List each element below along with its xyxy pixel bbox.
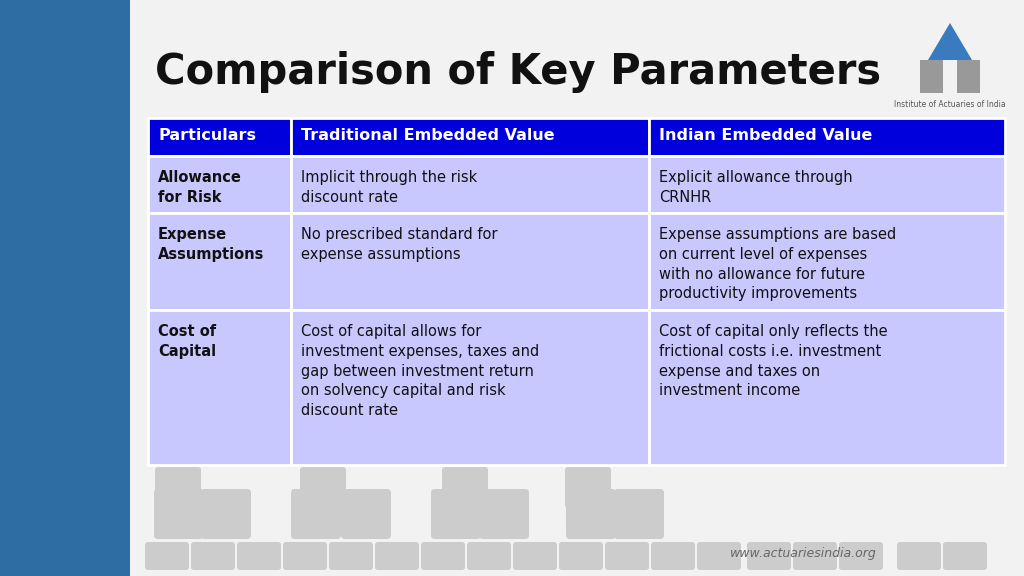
FancyBboxPatch shape <box>431 489 481 539</box>
Bar <box>148 310 291 465</box>
FancyBboxPatch shape <box>897 542 941 570</box>
FancyBboxPatch shape <box>943 542 987 570</box>
FancyBboxPatch shape <box>651 542 695 570</box>
FancyBboxPatch shape <box>154 489 204 539</box>
Bar <box>649 213 1005 310</box>
Text: Allowance
for Risk: Allowance for Risk <box>158 170 242 205</box>
FancyBboxPatch shape <box>291 489 341 539</box>
Text: No prescribed standard for
expense assumptions: No prescribed standard for expense assum… <box>301 227 498 262</box>
Bar <box>0 0 130 576</box>
FancyBboxPatch shape <box>467 542 511 570</box>
Bar <box>649 310 1005 465</box>
FancyBboxPatch shape <box>375 542 419 570</box>
FancyBboxPatch shape <box>793 542 837 570</box>
FancyBboxPatch shape <box>839 542 883 570</box>
Bar <box>943 60 957 82</box>
Text: www.actuariesindia.org: www.actuariesindia.org <box>730 547 877 559</box>
Text: Cost of capital allows for
investment expenses, taxes and
gap between investment: Cost of capital allows for investment ex… <box>301 324 540 418</box>
Text: Expense
Assumptions: Expense Assumptions <box>158 227 264 262</box>
Bar <box>148 156 291 213</box>
Text: Particulars: Particulars <box>158 128 256 143</box>
FancyBboxPatch shape <box>566 489 616 539</box>
Text: Expense assumptions are based
on current level of expenses
with no allowance for: Expense assumptions are based on current… <box>659 227 896 301</box>
Text: Cost of
Capital: Cost of Capital <box>158 324 216 359</box>
FancyBboxPatch shape <box>479 489 529 539</box>
Text: Institute of Actuaries of India: Institute of Actuaries of India <box>894 100 1006 109</box>
Bar <box>649 118 1005 156</box>
FancyBboxPatch shape <box>191 542 234 570</box>
FancyBboxPatch shape <box>697 542 741 570</box>
FancyBboxPatch shape <box>237 542 281 570</box>
Text: Implicit through the risk
discount rate: Implicit through the risk discount rate <box>301 170 477 205</box>
Polygon shape <box>957 60 980 93</box>
FancyBboxPatch shape <box>145 542 189 570</box>
FancyBboxPatch shape <box>442 467 488 508</box>
Polygon shape <box>928 23 972 60</box>
FancyBboxPatch shape <box>421 542 465 570</box>
FancyBboxPatch shape <box>605 542 649 570</box>
Bar <box>291 156 649 213</box>
FancyBboxPatch shape <box>201 489 251 539</box>
Bar <box>148 118 291 156</box>
Text: Indian Embedded Value: Indian Embedded Value <box>659 128 872 143</box>
Text: Comparison of Key Parameters: Comparison of Key Parameters <box>155 51 881 93</box>
Text: Explicit allowance through
CRNHR: Explicit allowance through CRNHR <box>659 170 853 205</box>
FancyBboxPatch shape <box>155 467 201 508</box>
FancyBboxPatch shape <box>329 542 373 570</box>
FancyBboxPatch shape <box>341 489 391 539</box>
Bar <box>291 310 649 465</box>
FancyBboxPatch shape <box>300 467 346 508</box>
FancyBboxPatch shape <box>565 467 611 508</box>
Text: Cost of capital only reflects the
frictional costs i.e. investment
expense and t: Cost of capital only reflects the fricti… <box>659 324 888 399</box>
Polygon shape <box>920 60 943 93</box>
Bar <box>649 156 1005 213</box>
FancyBboxPatch shape <box>283 542 327 570</box>
Text: Traditional Embedded Value: Traditional Embedded Value <box>301 128 555 143</box>
FancyBboxPatch shape <box>513 542 557 570</box>
FancyBboxPatch shape <box>559 542 603 570</box>
FancyBboxPatch shape <box>614 489 664 539</box>
Bar <box>291 118 649 156</box>
Bar <box>291 213 649 310</box>
FancyBboxPatch shape <box>746 542 791 570</box>
Bar <box>148 213 291 310</box>
